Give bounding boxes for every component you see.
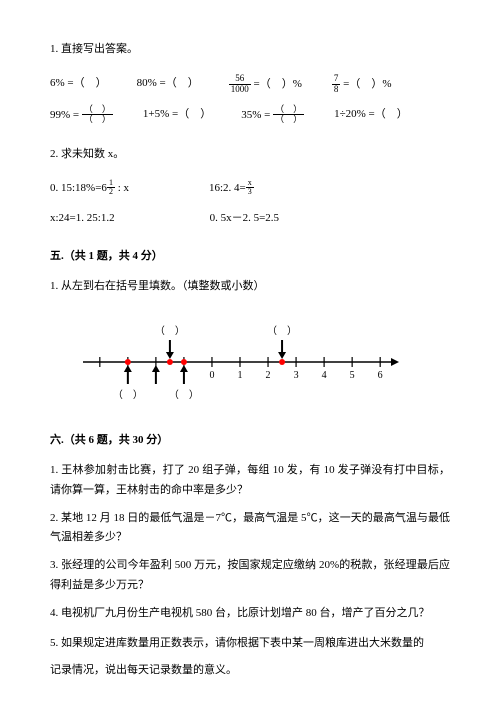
q2-title: 2. 求未知数 x。 xyxy=(50,145,450,165)
r1c2: 80% =（ ） xyxy=(137,74,199,95)
r1c3: 561000 =（ ）% xyxy=(229,74,302,95)
eq-row1: 0. 15:18%=612 : x 16:2. 4=x3 xyxy=(50,179,450,199)
blank-fraction-icon: （ ）（ ） xyxy=(273,105,304,126)
svg-text:3: 3 xyxy=(294,370,299,381)
q1-title: 1. 直接写出答案。 xyxy=(50,40,450,60)
r1c1: 6% =（ ） xyxy=(50,74,107,95)
svg-text:（ ）: （ ） xyxy=(267,325,297,337)
svg-text:4: 4 xyxy=(322,370,327,381)
fraction-icon: x3 xyxy=(246,179,254,196)
sec6-p5: 5. 如果规定进库数量用正数表示，请你根据下表中某一周粮库进出大米数量的 xyxy=(50,634,450,654)
sec6-p3: 3. 张经理的公司今年盈利 500 万元，按国家规定应缴纳 20%的税款，张经理… xyxy=(50,556,450,596)
sec6-p2: 2. 某地 12 月 18 日的最低气温是－7℃，最高气温是 5℃，这一天的最高… xyxy=(50,509,450,549)
section5-head: 五.（共 1 题，共 4 分） xyxy=(50,247,450,267)
svg-text:6: 6 xyxy=(378,370,383,381)
sec6-p5b: 记录情况，说出每天记录数量的意义。 xyxy=(50,661,450,681)
fraction-icon: 12 xyxy=(107,179,115,196)
sec6-p1: 1. 王林参加射击比赛，打了 20 组子弹，每组 10 发，有 10 发子弹没有… xyxy=(50,461,450,501)
number-line-svg: 0 1 2 3 4 5 6 （ ） （ ） （ ） （ ） xyxy=(75,310,405,405)
eq-b: 16:2. 4=x3 xyxy=(209,179,254,199)
svg-text:（ ）: （ ） xyxy=(169,389,199,401)
r2c3: 35% = （ ）（ ） xyxy=(241,105,304,126)
eq-a: 0. 15:18%=612 : x xyxy=(50,179,129,199)
section6-head: 六.（共 6 题，共 30 分） xyxy=(50,431,450,451)
svg-text:5: 5 xyxy=(350,370,355,381)
row2: 99% = （ ）（ ） 1+5% =（ ） 35% = （ ）（ ） 1÷20… xyxy=(50,105,450,126)
svg-text:（ ）: （ ） xyxy=(155,325,185,337)
r2c1: 99% = （ ）（ ） xyxy=(50,105,113,126)
number-line-figure: 0 1 2 3 4 5 6 （ ） （ ） （ ） （ ） xyxy=(75,310,450,413)
row1: 6% =（ ） 80% =（ ） 561000 =（ ）% 78 =（ ）% xyxy=(50,74,450,95)
eq-c: x:24=1. 25:1.2 xyxy=(50,209,115,229)
blank-fraction-icon: （ ）（ ） xyxy=(82,105,113,126)
svg-text:2: 2 xyxy=(266,370,271,381)
svg-text:（ ）: （ ） xyxy=(113,389,143,401)
eq-d: 0. 5x－2. 5=2.5 xyxy=(210,209,279,229)
svg-text:0: 0 xyxy=(209,370,214,381)
sec6-p4: 4. 电视机厂九月份生产电视机 580 台，比原计划增产 80 台，增产了百分之… xyxy=(50,604,450,624)
svg-text:1: 1 xyxy=(238,370,243,381)
fraction-icon: 561000 xyxy=(229,74,251,95)
r1c4: 78 =（ ）% xyxy=(332,74,392,95)
sec5-q: 1. 从左到右在括号里填数。（填整数或小数） xyxy=(50,277,450,297)
r2c4: 1÷20% =（ ） xyxy=(334,105,408,126)
eq-row2: x:24=1. 25:1.2 0. 5x－2. 5=2.5 xyxy=(50,209,450,229)
r2c2: 1+5% =（ ） xyxy=(143,105,211,126)
